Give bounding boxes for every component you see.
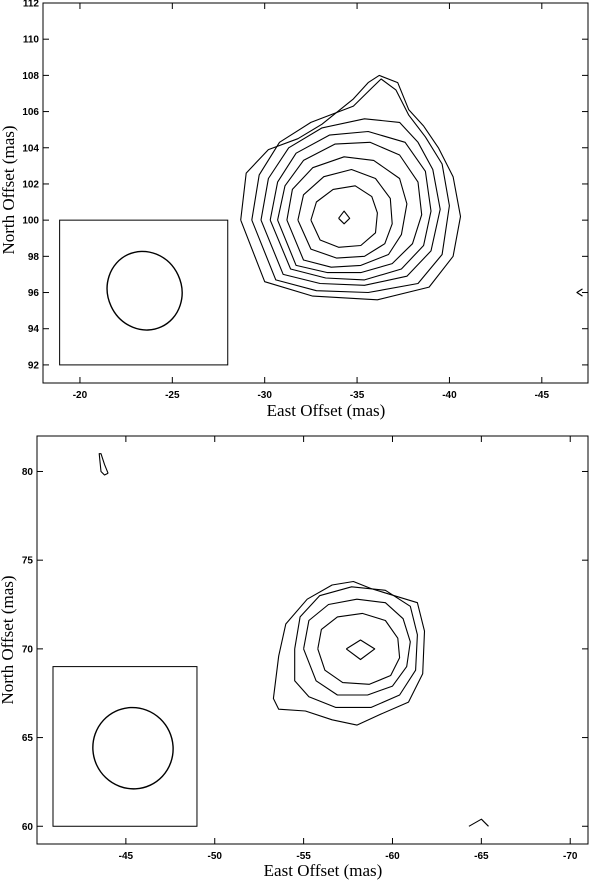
contour-line	[294, 586, 418, 708]
x-tick-label: -20	[73, 390, 88, 401]
contour-line	[576, 288, 583, 297]
contour-line	[303, 598, 411, 696]
bottom-beam-inset	[52, 666, 198, 827]
x-tick-label: -40	[442, 390, 457, 401]
y-tick-label: 94	[28, 324, 40, 335]
beam-ellipse	[92, 706, 174, 790]
y-tick-label: 60	[22, 822, 34, 833]
y-tick-label: 98	[28, 252, 40, 263]
y-tick-label: 75	[22, 556, 34, 567]
y-tick-label: 65	[22, 733, 34, 744]
bottom-axis-ticks	[37, 436, 588, 844]
y-tick-label: 102	[22, 179, 39, 190]
contour-line	[338, 210, 351, 225]
y-tick-label: 112	[23, 0, 40, 10]
contour-line	[310, 185, 378, 248]
contour-line	[240, 74, 462, 301]
y-tick-label: 100	[22, 216, 39, 227]
top-y-axis-title: North Offset (mas)	[0, 125, 18, 254]
bottom-contour-lines	[98, 453, 489, 827]
beam-box	[59, 219, 229, 366]
x-tick-label: -30	[257, 390, 272, 401]
bottom-y-axis-title: North Offset (mas)	[0, 575, 17, 704]
contour-line	[468, 818, 489, 827]
top-contour-lines	[240, 74, 583, 301]
y-tick-label: 96	[28, 288, 40, 299]
top-x-tick-labels: -20 -25 -30 -35 -40 -45	[73, 390, 550, 401]
bottom-plot-frame	[36, 435, 589, 845]
y-tick-label: 106	[22, 107, 39, 118]
y-tick-label: 104	[22, 143, 39, 154]
y-tick-label: 92	[28, 360, 40, 371]
contour-line	[269, 130, 432, 281]
contour-line	[317, 612, 401, 685]
contour-line	[272, 580, 426, 726]
bottom-x-tick-labels: -45 -50 -55 -60 -65 -70	[119, 851, 578, 862]
x-tick-label: -50	[208, 851, 223, 862]
y-tick-label: 108	[22, 71, 39, 82]
bottom-contour-panel: -45 -50 -55 -60 -65 -70 60 65 70 75 80 East Offse…	[0, 435, 589, 880]
bottom-y-tick-labels: 60 65 70 75 80	[22, 467, 34, 833]
contour-line	[345, 639, 376, 661]
x-tick-label: -45	[119, 851, 134, 862]
y-tick-label: 80	[22, 467, 34, 478]
contour-line	[260, 118, 441, 286]
top-axis-ticks	[43, 2, 588, 383]
beam-box	[52, 666, 198, 827]
x-tick-label: -25	[165, 390, 180, 401]
top-beam-inset	[59, 219, 229, 366]
contour-line	[277, 141, 423, 274]
x-tick-label: -70	[563, 851, 578, 862]
x-tick-label: -60	[385, 851, 400, 862]
contour-line	[251, 78, 450, 294]
top-plot-frame	[42, 2, 589, 384]
top-contour-panel: -20 -25 -30 -35 -40 -45 92 94 96 98 100 102 104 106 1…	[0, 0, 589, 420]
bottom-x-axis-title: East Offset (mas)	[264, 861, 383, 880]
y-tick-label: 110	[23, 35, 40, 46]
x-tick-label: -65	[474, 851, 489, 862]
contour-line	[297, 168, 393, 259]
contour-line	[286, 156, 408, 268]
y-tick-label: 70	[22, 644, 34, 655]
top-y-tick-labels: 92 94 96 98 100 102 104 106 108 110 112	[22, 0, 39, 371]
x-tick-label: -55	[296, 851, 311, 862]
top-x-axis-title: East Offset (mas)	[267, 401, 386, 420]
x-tick-label: -35	[350, 390, 365, 401]
beam-ellipse	[106, 250, 183, 331]
x-tick-label: -45	[535, 390, 550, 401]
contour-line	[98, 453, 109, 476]
